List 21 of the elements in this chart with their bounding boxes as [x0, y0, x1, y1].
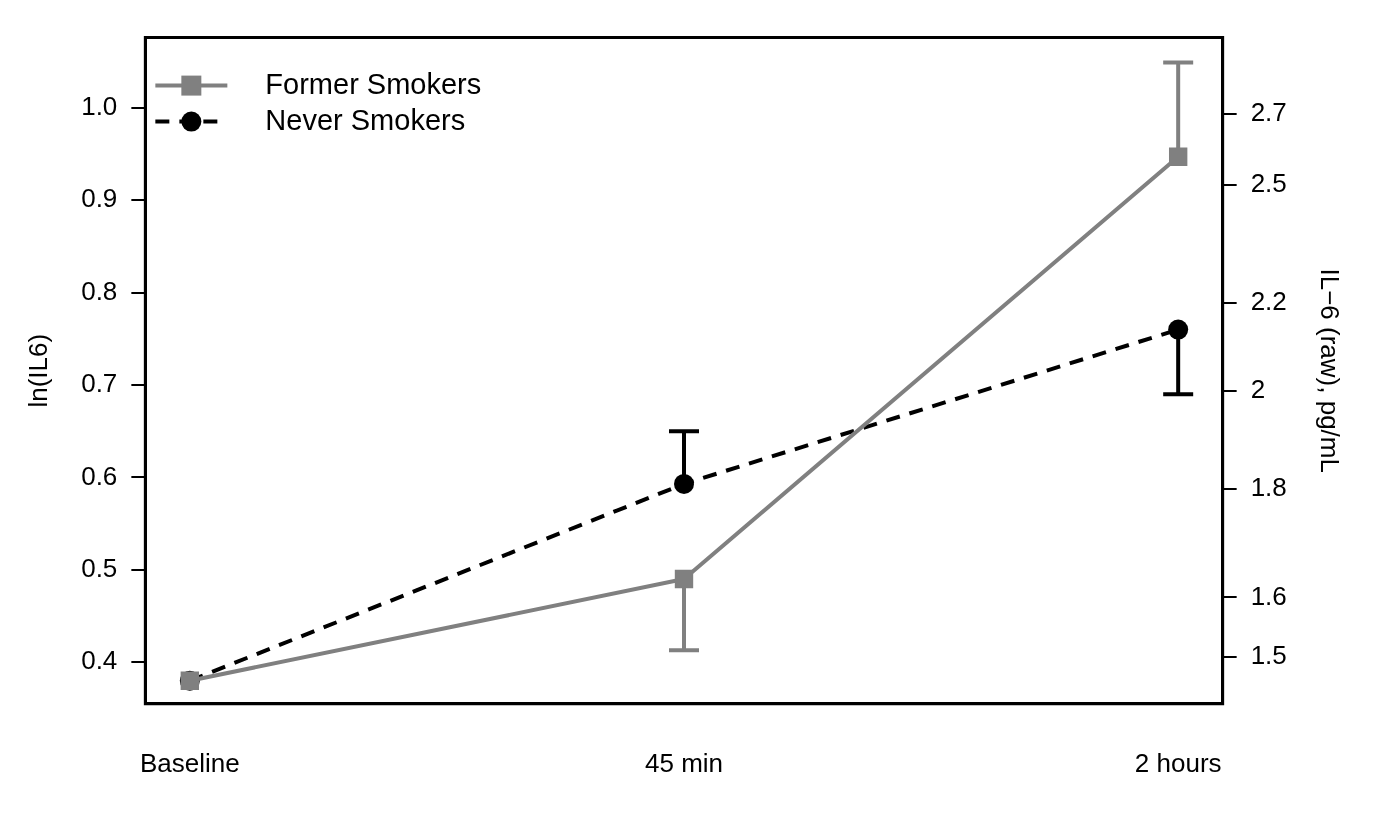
- y-tick-label: 1.0: [81, 91, 118, 121]
- y-tick-label: 0.4: [81, 645, 118, 676]
- y-tick-label: 0.6: [81, 460, 118, 491]
- x-tick-label: 2 hours: [1134, 747, 1222, 778]
- y2-tick-label: 2: [1250, 374, 1266, 405]
- y-tick-label: 0.5: [81, 552, 118, 583]
- legend-label: Never Smokers: [265, 103, 466, 136]
- y2-tick-label: 1.5: [1250, 640, 1287, 671]
- y-tick-label: 0.9: [81, 183, 118, 214]
- y-tick-label: 0.7: [81, 368, 118, 399]
- y2-tick-label: 2.2: [1250, 286, 1287, 317]
- x-tick-label: Baseline: [139, 747, 240, 778]
- y2-tick-label: 2.7: [1250, 97, 1287, 128]
- y2-tick-label: 1.6: [1250, 580, 1287, 611]
- y2-tick-label: 1.8: [1250, 471, 1287, 502]
- y2-axis-title: IL−6 (raw), pg/mL: [1315, 268, 1346, 473]
- y-tick-label: 0.8: [81, 275, 118, 306]
- legend-label: Former Smokers: [265, 67, 482, 100]
- x-tick-label: 45 min: [644, 747, 724, 778]
- y-axis-title: ln(IL6): [22, 333, 53, 408]
- y2-tick-label: 2.5: [1250, 168, 1287, 199]
